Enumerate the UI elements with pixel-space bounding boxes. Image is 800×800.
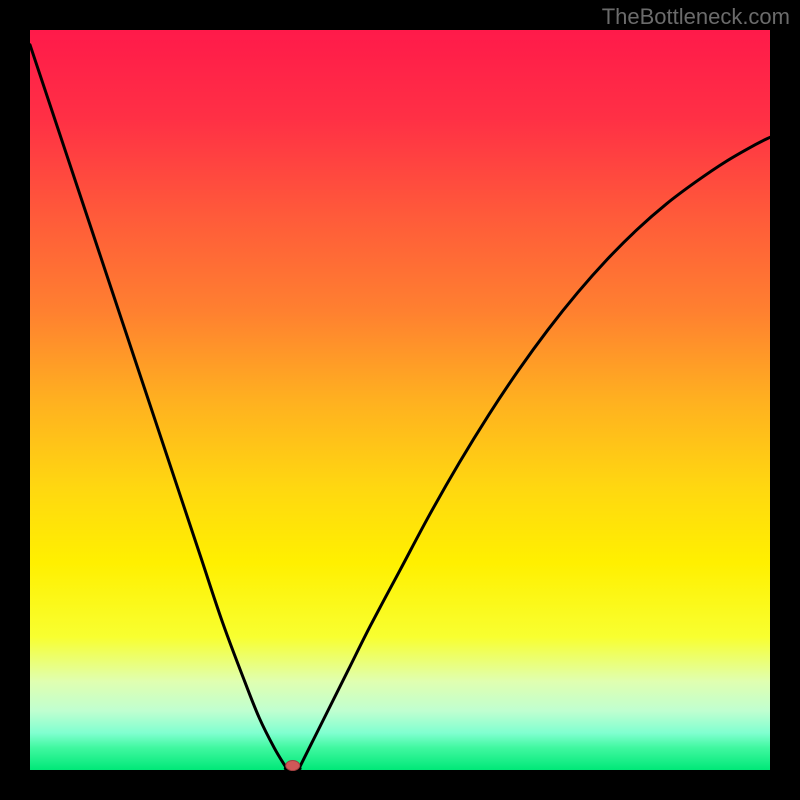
bottleneck-chart: TheBottleneck.com: [0, 0, 800, 800]
chart-svg: [0, 0, 800, 800]
watermark-text: TheBottleneck.com: [602, 4, 790, 30]
